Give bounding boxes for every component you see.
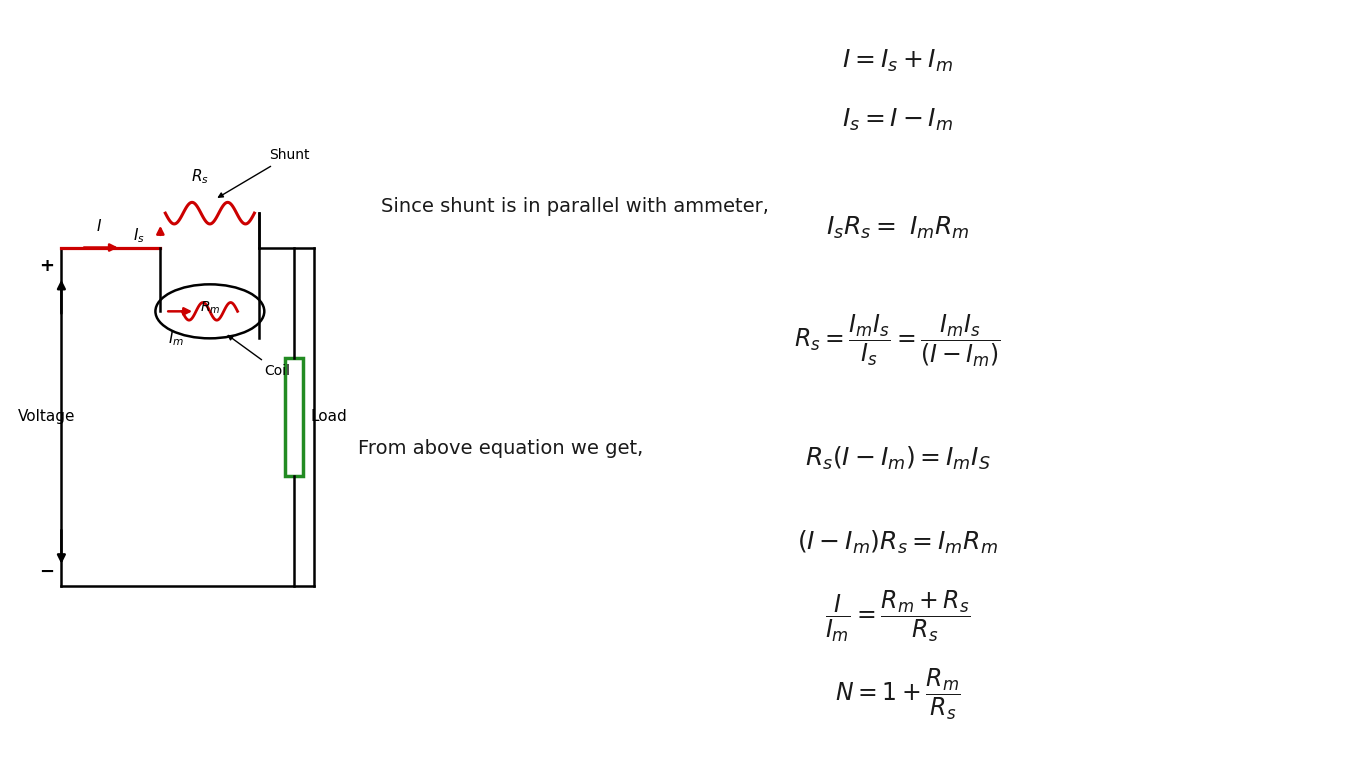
Text: Shunt: Shunt bbox=[219, 148, 310, 197]
Text: $(I - I_m)R_s = I_mR_m$: $(I - I_m)R_s = I_mR_m$ bbox=[798, 528, 999, 556]
Text: Since shunt is in parallel with ammeter,: Since shunt is in parallel with ammeter, bbox=[381, 197, 769, 217]
Text: Coil: Coil bbox=[228, 336, 291, 378]
Text: $I = I_s + I_m$: $I = I_s + I_m$ bbox=[843, 48, 953, 74]
Text: $I_s$: $I_s$ bbox=[133, 226, 145, 244]
Text: Voltage: Voltage bbox=[18, 409, 75, 425]
Text: $\dfrac{I}{I_m} = \dfrac{R_m + R_s}{R_s}$: $\dfrac{I}{I_m} = \dfrac{R_m + R_s}{R_s}… bbox=[825, 588, 971, 644]
Text: $R_s(I - I_m) = I_mI_S$: $R_s(I - I_m) = I_mI_S$ bbox=[805, 445, 990, 472]
Text: Load: Load bbox=[311, 409, 347, 425]
Text: $R_s$: $R_s$ bbox=[191, 167, 209, 186]
Text: From above equation we get,: From above equation we get, bbox=[358, 439, 643, 458]
Text: $I_s = I - I_m$: $I_s = I - I_m$ bbox=[843, 107, 953, 133]
Text: −: − bbox=[40, 564, 55, 581]
Text: +: + bbox=[40, 257, 55, 276]
Text: $I_sR_s =\ I_mR_m$: $I_sR_s =\ I_mR_m$ bbox=[826, 215, 970, 241]
Text: $I_m$: $I_m$ bbox=[168, 329, 184, 348]
Text: $R_s = \dfrac{I_mI_s}{I_s} = \dfrac{I_mI_s}{(I - I_m)}$: $R_s = \dfrac{I_mI_s}{I_s} = \dfrac{I_mI… bbox=[795, 313, 1001, 369]
Text: I: I bbox=[97, 219, 101, 233]
Text: $N = 1 + \dfrac{R_m}{R_s}$: $N = 1 + \dfrac{R_m}{R_s}$ bbox=[835, 667, 960, 722]
Text: $R_m$: $R_m$ bbox=[199, 300, 220, 316]
